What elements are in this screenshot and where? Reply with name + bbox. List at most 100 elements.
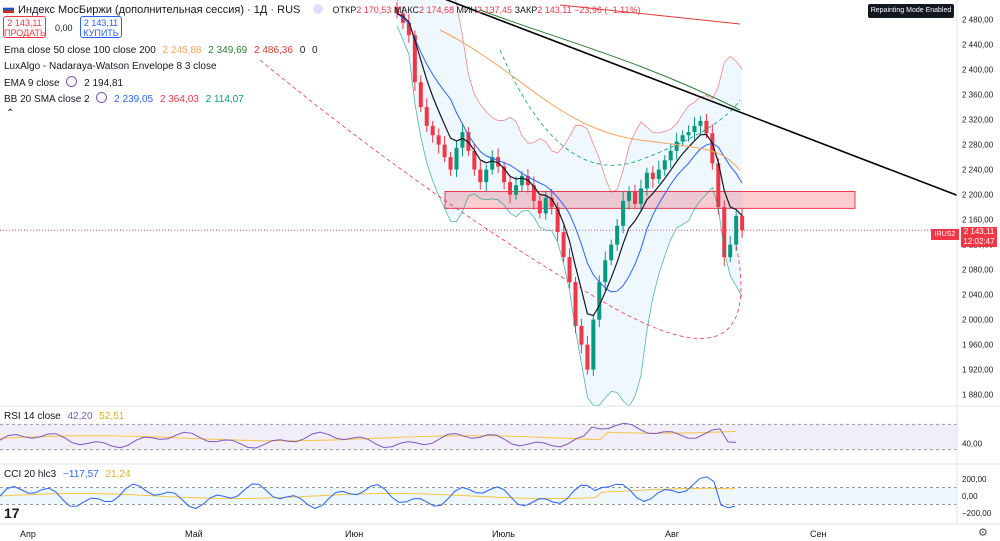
candle-body: [484, 169, 489, 183]
rsi-line: [0, 422, 737, 449]
candle-body: [674, 141, 679, 151]
rsi-label: RSI 14 close: [4, 411, 61, 422]
candle-body: [579, 325, 584, 345]
x-tick-label: Авг: [665, 529, 680, 539]
settings-icon[interactable]: [96, 92, 108, 103]
x-tick-label: Май: [185, 529, 203, 539]
candle-body: [519, 175, 524, 186]
luxalgo-legend[interactable]: LuxAlgo - Nadaraya-Watson Envelope 8 3 c…: [4, 61, 217, 72]
cci-tick-label: 200,00: [962, 475, 987, 484]
candle-body: [478, 169, 483, 183]
y-tick-label: 2 040,00: [962, 291, 994, 300]
bb-legend[interactable]: BB 20 SMA close 2 2 239,05 2 364,03 2 11…: [4, 92, 244, 105]
candle-body: [716, 163, 721, 208]
ema-legend[interactable]: Ema close 50 close 100 close 200 2 245,8…: [4, 45, 318, 56]
x-tick-label: Июн: [345, 529, 363, 539]
candle-body: [406, 22, 411, 36]
sell-price: 2 143,11: [7, 18, 42, 28]
candle-body: [549, 197, 554, 208]
cci-tick-label: 0,00: [962, 492, 978, 501]
candle-body: [698, 120, 703, 126]
candle-body: [531, 185, 536, 201]
last-price-tag: 2 143,11 12:02:47: [961, 227, 997, 247]
candle-body: [430, 125, 435, 136]
rsi-v1: 42,20: [67, 411, 93, 422]
candle-body: [710, 133, 715, 164]
y-tick-label: 1 880,00: [962, 391, 994, 400]
bb-label: BB 20 SMA close 2: [4, 94, 90, 105]
high-label: МАКС: [393, 5, 419, 15]
x-tick-label: Сен: [810, 529, 827, 539]
candle-body: [508, 182, 513, 195]
bb-v2: 2 364,03: [159, 94, 199, 105]
low-value: 2 137,45: [477, 5, 513, 15]
candle-body: [424, 107, 429, 126]
cci-ma-line: [0, 487, 736, 499]
candle-body: [395, 7, 399, 14]
rsi-legend[interactable]: RSI 14 close 42,20 52,51: [4, 411, 124, 422]
collapse-chevron-icon[interactable]: ⌃: [6, 108, 15, 119]
y-tick-label: 2 400,00: [962, 66, 994, 75]
ema-v4: 0: [299, 45, 306, 56]
settings-icon[interactable]: [66, 76, 78, 87]
buy-button[interactable]: 2 143,11 КУПИТЬ: [80, 16, 122, 38]
candle-body: [454, 147, 459, 170]
gear-icon[interactable]: ⚙: [978, 527, 988, 539]
cci-label: CCI 20 hlc3: [4, 469, 57, 480]
y-tick-label: 2 440,00: [962, 41, 994, 50]
trendline: [445, 0, 958, 196]
candle-body: [638, 188, 643, 204]
ema-v2: 2 349,69: [208, 45, 248, 56]
cci-v2: 21,24: [105, 469, 131, 480]
candle-body: [609, 244, 614, 261]
candle-body: [734, 215, 739, 245]
rsi-tick-label: 40,00: [962, 439, 983, 448]
ema9-legend[interactable]: EMA 9 close 2 194,81: [4, 76, 123, 89]
y-tick-label: 2 360,00: [962, 91, 994, 100]
envelope-lower-line: [259, 59, 742, 339]
ema100-line: [479, 9, 741, 111]
candle-body: [621, 200, 626, 226]
tradingview-logo-icon[interactable]: 17: [4, 505, 20, 521]
candle-body: [627, 191, 632, 201]
cci-tick-label: −200,00: [962, 509, 992, 518]
bb-upper-line: [396, 0, 743, 193]
candle-body: [692, 125, 697, 133]
candle-body: [496, 157, 501, 167]
open-label: ОТКР: [332, 5, 357, 15]
chart-title-bar: Индекс МосБиржи (дополнительная сессия) …: [0, 0, 641, 20]
candle-body: [704, 120, 709, 134]
ema-v3: 2 486,36: [253, 45, 293, 56]
open-value: 2 170,53: [356, 5, 392, 15]
eye-icon[interactable]: [313, 4, 324, 14]
low-label: МИН: [456, 5, 477, 15]
y-tick-label: 2 320,00: [962, 116, 994, 125]
candle-body: [728, 244, 733, 258]
candle-body: [585, 344, 590, 370]
sell-button[interactable]: 2 143,11 ПРОДАТЬ: [3, 16, 46, 38]
envelope-upper-line: [499, 49, 741, 166]
repainting-badge: Repainting Mode Enabled: [868, 4, 954, 18]
cci-legend[interactable]: CCI 20 hlc3 −117,57 21,24: [4, 469, 131, 480]
candle-body: [537, 200, 542, 214]
y-tick-label: 2 480,00: [962, 16, 994, 25]
candle-body: [412, 35, 417, 83]
candle-body: [662, 160, 667, 170]
candle-body: [650, 172, 655, 179]
ema-v5: 0: [312, 45, 318, 56]
candle-body: [514, 185, 518, 195]
candle-body: [633, 191, 637, 204]
bb-lower-line: [396, 25, 743, 408]
candle-body: [543, 197, 548, 214]
y-tick-label: 1 920,00: [962, 366, 994, 375]
buy-price: 2 143,11: [83, 18, 119, 28]
chart-title: Индекс МосБиржи (дополнительная сессия) …: [18, 4, 301, 16]
y-tick-label: 2 200,00: [962, 191, 994, 200]
candle-body: [442, 144, 447, 158]
candle-body: [722, 207, 727, 258]
ema-label: Ema close 50 close 100 close 200: [4, 45, 156, 56]
candle-body: [436, 135, 441, 145]
last-price-value: 2 143,11: [963, 227, 995, 236]
luxalgo-label: LuxAlgo - Nadaraya-Watson Envelope 8 3 c…: [4, 61, 217, 72]
